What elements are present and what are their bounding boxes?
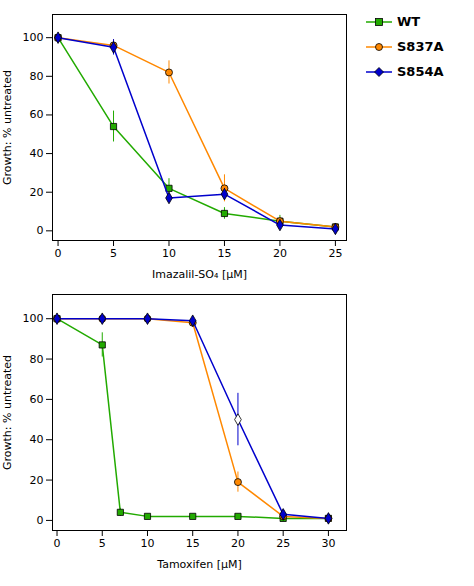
- svg-text:10: 10: [162, 247, 176, 260]
- svg-text:40: 40: [30, 147, 44, 160]
- svg-text:Tamoxifen [μM]: Tamoxifen [μM]: [156, 558, 242, 571]
- svg-text:20: 20: [231, 537, 245, 550]
- svg-text:60: 60: [30, 393, 44, 406]
- svg-text:Growth: % untreated: Growth: % untreated: [1, 70, 14, 185]
- svg-text:40: 40: [30, 433, 44, 446]
- html-text:S837A: S837A: [397, 39, 444, 54]
- svg-text:5: 5: [99, 537, 106, 550]
- svg-text:10: 10: [140, 537, 154, 550]
- svg-text:5: 5: [110, 247, 117, 260]
- html-text:S854A: S854A: [397, 64, 444, 79]
- svg-text:0: 0: [37, 514, 44, 527]
- svg-text:25: 25: [328, 247, 342, 260]
- svg-text:15: 15: [186, 537, 200, 550]
- svg-text:100: 100: [23, 312, 44, 325]
- svg-text:80: 80: [30, 70, 44, 83]
- html-text:WT: WT: [397, 14, 421, 29]
- svg-text:30: 30: [321, 537, 335, 550]
- svg-text:Imazalil-SO₄ [μM]: Imazalil-SO₄ [μM]: [152, 268, 247, 281]
- svg-text:25: 25: [276, 537, 290, 550]
- svg-text:20: 20: [30, 474, 44, 487]
- svg-text:20: 20: [30, 186, 44, 199]
- svg-text:60: 60: [30, 108, 44, 121]
- svg-text:0: 0: [37, 224, 44, 237]
- svg-text:80: 80: [30, 353, 44, 366]
- svg-text:15: 15: [217, 247, 231, 260]
- svg-text:Growth: % untreated: Growth: % untreated: [1, 355, 14, 470]
- svg-text:0: 0: [54, 537, 61, 550]
- svg-text:0: 0: [55, 247, 62, 260]
- svg-text:100: 100: [23, 31, 44, 44]
- svg-text:20: 20: [273, 247, 287, 260]
